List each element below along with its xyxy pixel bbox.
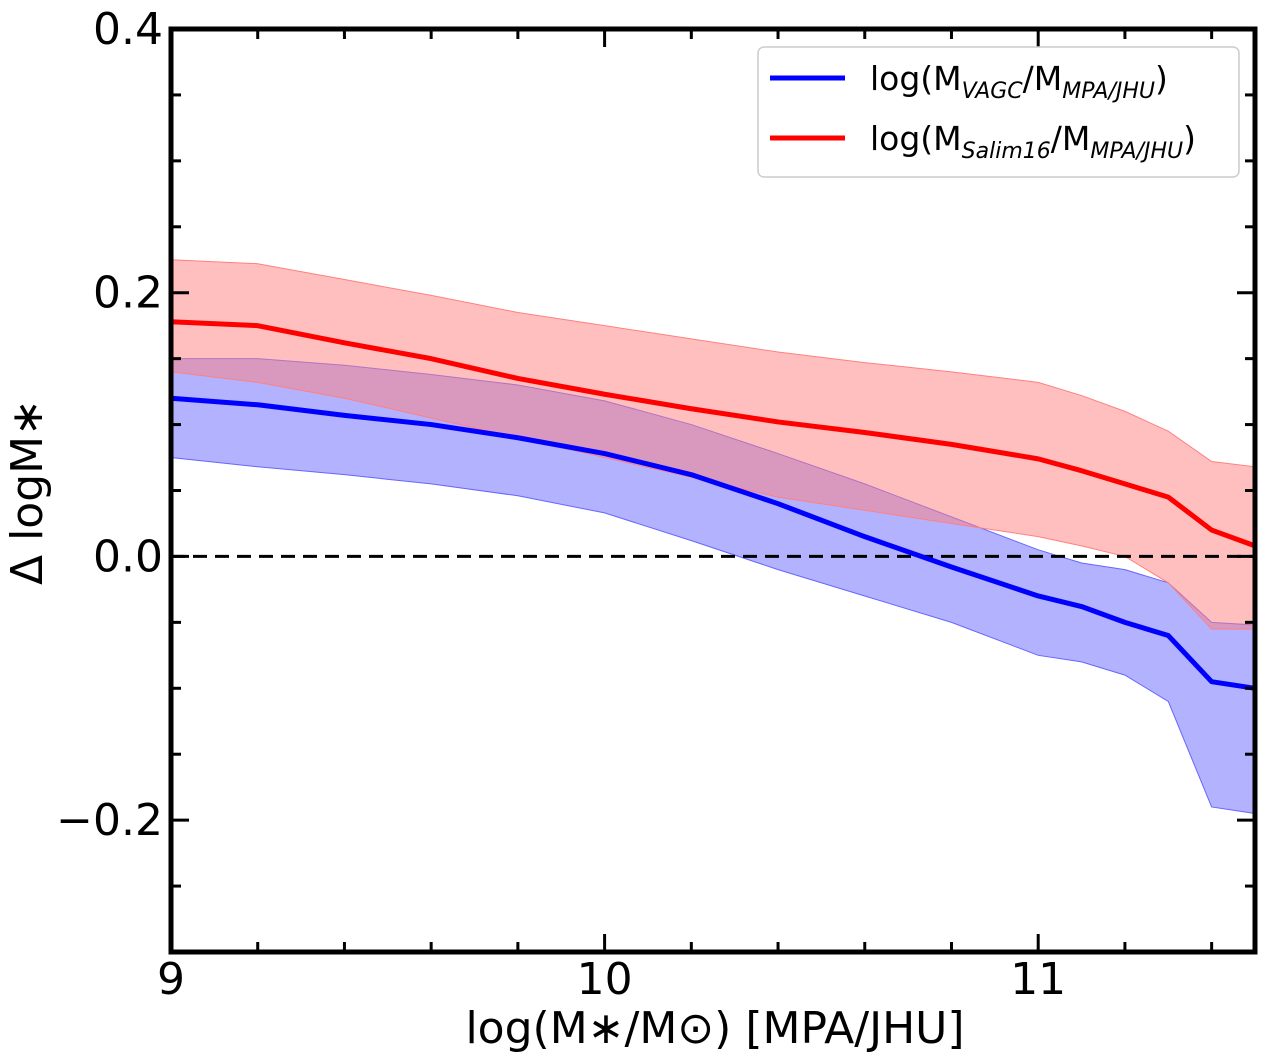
tick-labels: 9 10 11 −0.2 0.0 0.2 0.4 [56, 4, 1066, 1005]
legend-box [757, 46, 1240, 178]
x-axis-label: log(M∗/M⊙) [MPA/JHU] [465, 1003, 964, 1054]
y-tick-label: 0.4 [93, 4, 163, 55]
line-series-0 [170, 395, 1256, 691]
plot-frame [168, 26, 1258, 955]
y-axis-label: Δ logM∗ [2, 399, 53, 585]
legend-label-vagc: log(MVAGC/MMPA/JHU) [870, 59, 1168, 104]
legend: log(MVAGC/MMPA/JHU) log(MSalim16/MMPA/JH… [757, 46, 1240, 178]
y-tick-label: 0.0 [93, 531, 163, 582]
x-tick-label: 11 [1010, 954, 1066, 1005]
line-series-1 [170, 319, 1256, 549]
series-lines [170, 319, 1256, 691]
legend-label-salim16: log(MSalim16/MMPA/JHU) [870, 119, 1196, 164]
y-tick-label: 0.2 [93, 268, 163, 319]
x-tick-label: 9 [157, 954, 185, 1005]
x-tick-label: 10 [577, 954, 633, 1005]
y-tick-label: −0.2 [56, 795, 163, 846]
